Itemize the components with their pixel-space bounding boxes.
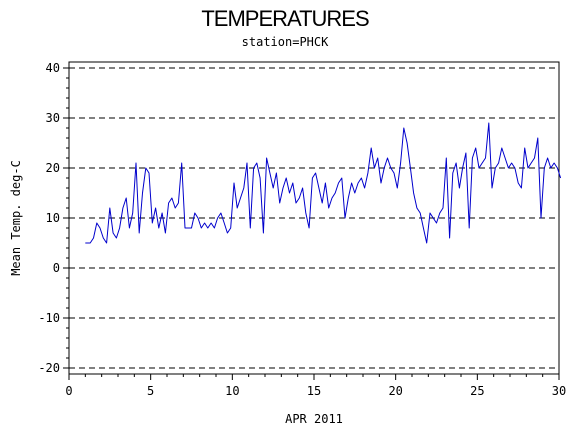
y-tick-label: 20 — [46, 161, 60, 175]
gridlines — [69, 67, 559, 369]
x-axis: 0 5 10 15 20 25 30 — [65, 374, 566, 398]
chart-title: TEMPERATURES — [201, 6, 369, 31]
x-tick-label: 25 — [470, 384, 484, 398]
y-axis-label: Mean Temp. deg-C — [9, 160, 23, 276]
y-tick-label: 0 — [53, 261, 60, 275]
y-tick-label: -10 — [38, 311, 60, 325]
chart-subtitle: station=PHCK — [241, 35, 329, 49]
x-tick-label: 5 — [147, 384, 154, 398]
y-tick-label: 30 — [46, 111, 60, 125]
y-axis: -20 -10 0 10 20 30 40 — [38, 61, 69, 375]
y-tick-label: 10 — [46, 211, 60, 225]
x-tick-label: 20 — [388, 384, 402, 398]
y-tick-label: 40 — [46, 61, 60, 75]
x-tick-label: 10 — [225, 384, 239, 398]
y-tick-label: -20 — [38, 361, 60, 375]
x-tick-label: 0 — [65, 384, 72, 398]
x-axis-label: APR 2011 — [285, 412, 343, 426]
series-group — [85, 122, 562, 244]
x-tick-label: 30 — [552, 384, 566, 398]
temperature-line — [85, 122, 562, 244]
x-tick-label: 15 — [307, 384, 321, 398]
